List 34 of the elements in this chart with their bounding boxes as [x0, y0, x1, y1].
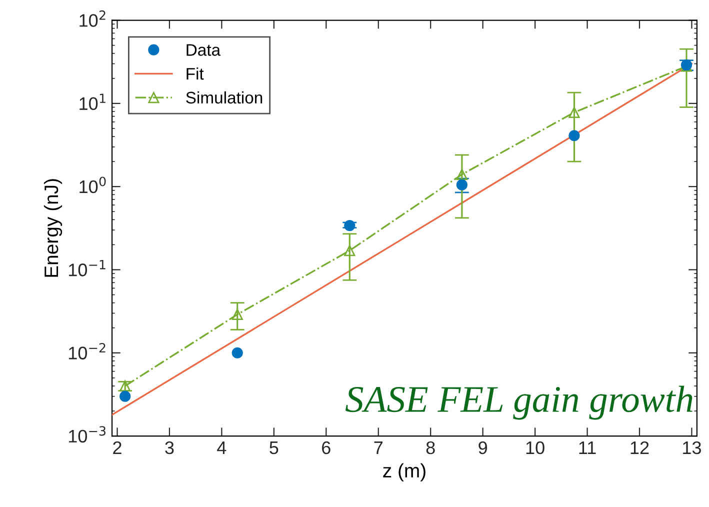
point — [344, 220, 356, 232]
y-tick-label: 10$^{1}$ — [80, 94, 106, 110]
y-tick-label: 10$^{2}$ — [80, 10, 106, 27]
y-tick-label: 10$^{−1}$ — [68, 260, 106, 276]
x-tick-label: 8 — [426, 441, 435, 454]
x-tick-label: 7 — [374, 442, 382, 454]
x-tick-label: 3 — [165, 441, 174, 454]
x-tick-label: 13 — [683, 441, 701, 454]
x-tick-label: 6 — [322, 441, 330, 454]
x-tick-label: 2 — [113, 441, 122, 454]
point — [456, 179, 468, 190]
point — [120, 380, 131, 392]
x-axis-title: z (m) — [383, 463, 426, 482]
y-tick-label: 10$^{−3}$ — [68, 426, 106, 443]
point — [568, 130, 580, 142]
point — [456, 168, 468, 180]
y-tick-label: 10$^{0}$ — [80, 176, 106, 194]
point — [120, 390, 131, 402]
point — [568, 106, 580, 118]
x-tick-label: 10 — [526, 441, 544, 454]
annotation: SASE FEL gain growth — [345, 386, 692, 420]
x-tick-label: 9 — [478, 441, 487, 454]
y-tick-label: 10$^{−2}$ — [68, 342, 106, 360]
x-tick-label: 5 — [270, 442, 278, 454]
legend-label: Data — [186, 44, 221, 56]
legend-label: Simulation — [186, 91, 262, 104]
legend-label: Fit — [186, 67, 204, 80]
x-tick-label: 12 — [630, 441, 649, 454]
point — [232, 308, 243, 320]
y-axis-title: Energy (nJ) — [44, 179, 62, 277]
point — [344, 245, 356, 256]
point — [232, 347, 243, 358]
x-tick-label: 11 — [579, 442, 596, 454]
x-tick-label: 4 — [217, 442, 226, 454]
